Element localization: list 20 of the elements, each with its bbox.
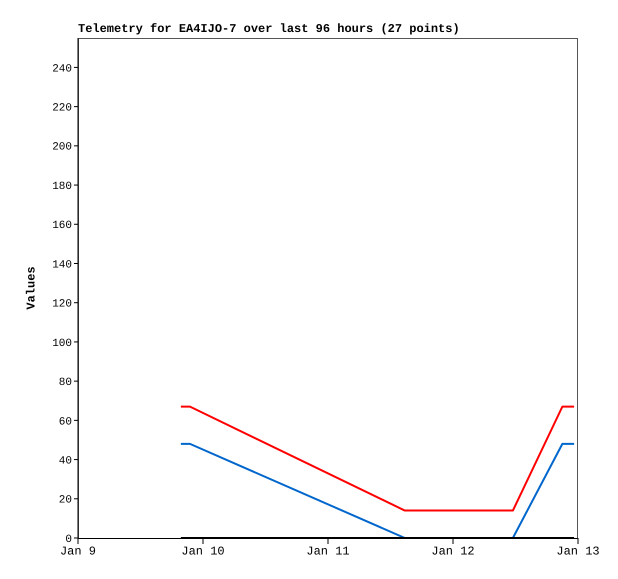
x-tick-label: Jan 10 [181,544,225,559]
x-tick-label: Jan 13 [556,544,600,559]
y-tick-label: 180 [52,180,72,193]
chart-title: Telemetry for EA4IJO-7 over last 96 hours (27 points) [78,22,460,36]
y-tick-label: 0 [65,534,72,546]
y-tick-label: 140 [52,259,72,272]
y-axis-title: Values [24,266,38,310]
y-tick-label: 120 [52,298,72,311]
y-tick-label: 240 [52,63,72,76]
y-tick-label: 160 [52,220,72,232]
x-tick-label: Jan 9 [60,544,96,559]
y-tick-label: 200 [52,142,72,154]
y-tick-label: 80 [58,377,72,390]
y-tick-label: 100 [52,338,72,350]
y-tick-label: 40 [58,455,72,468]
y-tick-label: 60 [58,416,72,428]
y-tick-label: 20 [58,494,72,507]
x-tick-label: Jan 12 [431,544,475,559]
x-tick-label: Jan 11 [306,544,350,559]
y-tick-label: 220 [52,102,72,115]
